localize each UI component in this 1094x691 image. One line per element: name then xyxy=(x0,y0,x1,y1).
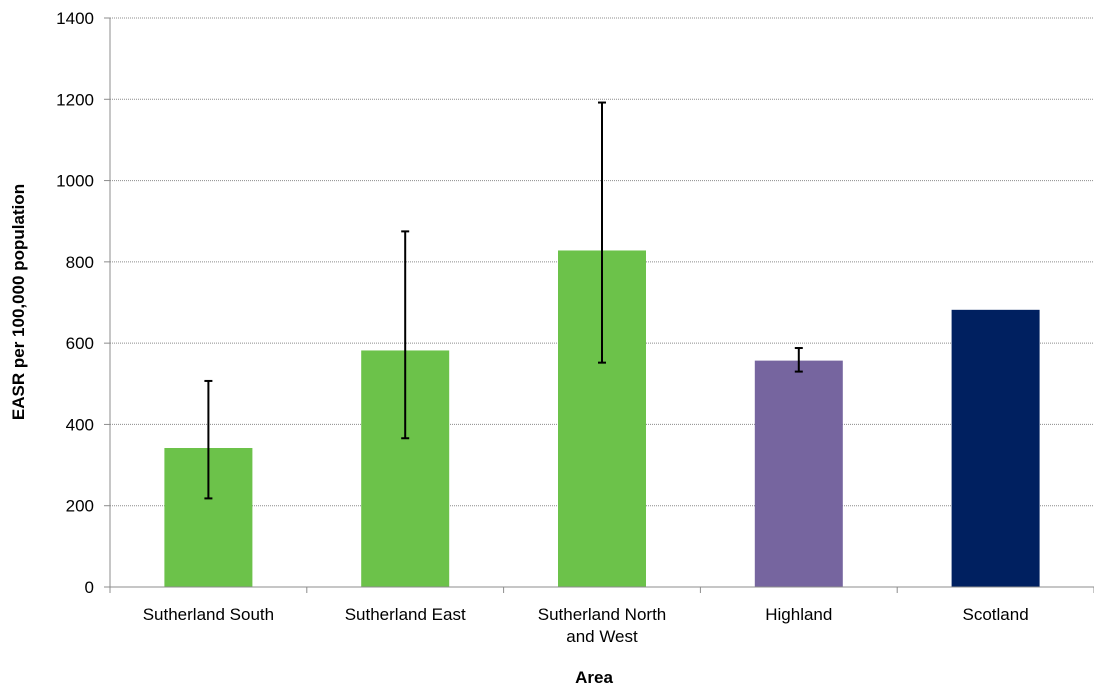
x-category-label: Highland xyxy=(765,605,832,624)
x-category-label-line: Sutherland North xyxy=(538,605,667,624)
y-tick-label: 1400 xyxy=(56,9,94,28)
y-tick-label: 1200 xyxy=(56,90,94,109)
x-category-label: Scotland xyxy=(963,605,1029,624)
x-category-label-line: Scotland xyxy=(963,605,1029,624)
error-bar xyxy=(794,347,803,373)
y-tick-label: 1000 xyxy=(56,172,94,191)
y-tick-label: 600 xyxy=(66,334,94,353)
axes xyxy=(109,18,1094,593)
error-bar xyxy=(401,230,410,440)
x-category-label-line: Sutherland South xyxy=(143,605,274,624)
y-tick-label: 400 xyxy=(66,415,94,434)
bar xyxy=(951,309,1040,587)
x-category-label: Sutherland South xyxy=(143,605,274,624)
bar xyxy=(754,360,843,587)
x-category-label-line: Highland xyxy=(765,605,832,624)
x-axis-title: Area xyxy=(575,668,613,687)
x-category-labels: Sutherland South Sutherland East Sutherlan… xyxy=(143,605,1029,646)
x-category-label: Sutherland East xyxy=(345,605,466,624)
error-bars xyxy=(204,101,803,500)
error-bar xyxy=(598,101,606,364)
x-category-label: Sutherland North and West xyxy=(538,605,667,646)
y-axis-title: EASR per 100,000 population xyxy=(9,184,28,420)
x-category-label-line: and West xyxy=(566,627,638,646)
y-tick-label: 200 xyxy=(66,497,94,516)
y-tick-label: 0 xyxy=(85,578,94,597)
x-category-label-line: Sutherland East xyxy=(345,605,466,624)
error-bar xyxy=(204,379,213,500)
y-tick-label: 800 xyxy=(66,253,94,272)
y-tick-labels: 0 200 400 600 800 1000 1200 1400 xyxy=(56,9,110,597)
